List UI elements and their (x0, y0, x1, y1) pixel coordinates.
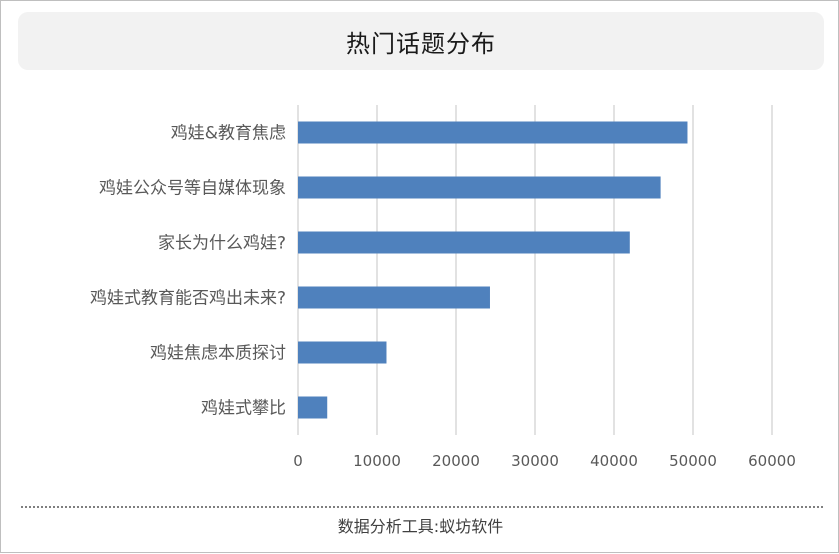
x-tick-label: 50000 (669, 452, 717, 470)
bar (298, 286, 490, 309)
bars (298, 121, 688, 419)
category-label: 鸡娃焦虑本质探讨 (150, 344, 286, 364)
category-label: 鸡娃式攀比 (201, 399, 286, 419)
x-tick-label: 0 (293, 452, 303, 470)
x-tick-label: 20000 (432, 452, 480, 470)
x-tick-labels: 0 10000 20000 30000 40000 50000 60000 (293, 452, 796, 470)
bar (298, 231, 630, 254)
gridlines (297, 105, 773, 435)
x-tick-label: 40000 (590, 452, 638, 470)
footer-divider (21, 506, 823, 508)
footer-source: 数据分析工具:蚁坊软件 (337, 517, 504, 536)
category-label: 家长为什么鸡娃? (158, 234, 286, 254)
bar (298, 121, 688, 144)
x-tick-label: 30000 (511, 452, 559, 470)
category-label: 鸡娃式教育能否鸡出未来? (90, 289, 286, 309)
bar (298, 341, 387, 364)
bar (298, 396, 328, 419)
category-label: 鸡娃&教育焦虑 (171, 124, 286, 144)
bar (298, 176, 661, 199)
x-tick-label: 10000 (353, 452, 401, 470)
x-tick-label: 60000 (748, 452, 796, 470)
category-label: 鸡娃公众号等自媒体现象 (99, 179, 286, 199)
chart-title: 热门话题分布 (18, 12, 824, 70)
